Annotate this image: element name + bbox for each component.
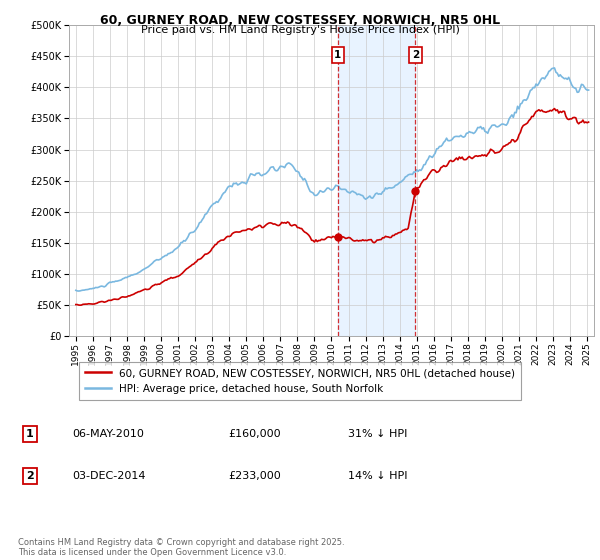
Text: 03-DEC-2014: 03-DEC-2014	[72, 471, 146, 481]
Legend: 60, GURNEY ROAD, NEW COSTESSEY, NORWICH, NR5 0HL (detached house), HPI: Average : 60, GURNEY ROAD, NEW COSTESSEY, NORWICH,…	[79, 362, 521, 400]
Text: 2: 2	[412, 50, 419, 60]
Text: Price paid vs. HM Land Registry's House Price Index (HPI): Price paid vs. HM Land Registry's House …	[140, 25, 460, 35]
Text: 60, GURNEY ROAD, NEW COSTESSEY, NORWICH, NR5 0HL: 60, GURNEY ROAD, NEW COSTESSEY, NORWICH,…	[100, 14, 500, 27]
Text: Contains HM Land Registry data © Crown copyright and database right 2025.
This d: Contains HM Land Registry data © Crown c…	[18, 538, 344, 557]
Text: 1: 1	[26, 429, 34, 439]
Text: 2: 2	[26, 471, 34, 481]
Text: £160,000: £160,000	[228, 429, 281, 439]
Bar	[338, 25, 415, 336]
Text: 06-MAY-2010: 06-MAY-2010	[72, 429, 144, 439]
Text: 1: 1	[334, 50, 341, 60]
Text: 14% ↓ HPI: 14% ↓ HPI	[348, 471, 407, 481]
Text: £233,000: £233,000	[228, 471, 281, 481]
Text: 31% ↓ HPI: 31% ↓ HPI	[348, 429, 407, 439]
